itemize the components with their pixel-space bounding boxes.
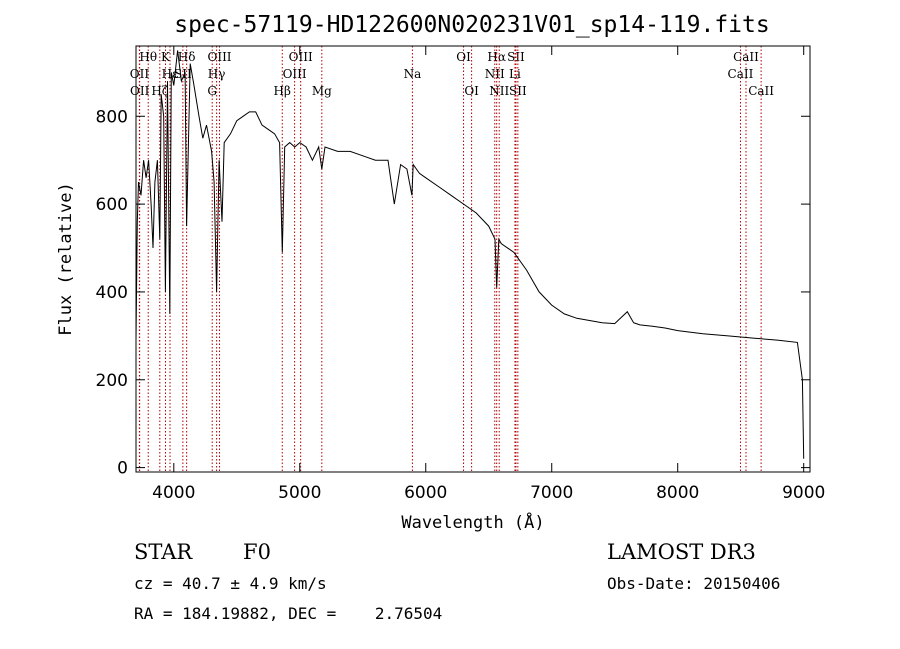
x-axis-label: Wavelength (Å) bbox=[401, 511, 544, 533]
line-label-13: Hβ bbox=[274, 84, 291, 98]
line-label-21: Li bbox=[509, 67, 521, 81]
object-class: STAR bbox=[134, 540, 193, 564]
y-tick-label-1: 200 bbox=[96, 371, 128, 391]
line-label-10: G bbox=[207, 84, 217, 98]
obs-date: Obs-Date: 20150406 bbox=[607, 574, 781, 593]
line-label-0: Hθ bbox=[139, 50, 157, 64]
redshift-value: cz = 40.7 ± 4.9 km/s bbox=[134, 574, 327, 593]
x-tick-label-2: 6000 bbox=[404, 483, 447, 503]
y-tick-label-2: 400 bbox=[96, 283, 128, 303]
x-tick-label-5: 9000 bbox=[782, 483, 825, 503]
axis-ticks: 4000 5000 6000 7000 8000 9000 0 200 400 600 800 bbox=[96, 46, 825, 503]
chart-title: spec-57119-HD122600N020231V01_sp14-119.f… bbox=[174, 12, 769, 38]
line-label-3: K bbox=[161, 50, 171, 64]
flux-series-line bbox=[135, 50, 805, 459]
x-tick-label-4: 8000 bbox=[656, 483, 699, 503]
line-label-22: NII bbox=[489, 84, 509, 98]
line-label-14: Mg bbox=[312, 84, 332, 98]
line-label-8: OIII bbox=[207, 50, 231, 64]
object-subclass: F0 bbox=[243, 540, 271, 564]
x-tick-label-0: 4000 bbox=[152, 483, 195, 503]
line-label-18: Hα bbox=[487, 50, 506, 64]
y-axis-label: Flux (relative) bbox=[56, 182, 76, 336]
y-tick-label-3: 600 bbox=[96, 195, 128, 215]
x-tick-label-1: 5000 bbox=[278, 483, 321, 503]
y-tick-label-0: 0 bbox=[117, 459, 128, 479]
line-label-25: CaII bbox=[728, 67, 754, 81]
series-layer bbox=[135, 50, 805, 459]
plot-frame bbox=[135, 45, 811, 473]
x-tick-label-3: 7000 bbox=[530, 483, 573, 503]
line-label-26: CaII bbox=[748, 84, 774, 98]
y-tick-label-4: 800 bbox=[96, 107, 128, 127]
survey-label: LAMOST DR3 bbox=[607, 540, 756, 564]
line-label-5: Hζ bbox=[151, 84, 168, 98]
line-label-15: Na bbox=[404, 67, 422, 81]
coordinates: RA = 184.19882, DEC = 2.76504 bbox=[134, 604, 443, 623]
line-label-23: SII bbox=[509, 84, 527, 98]
line-label-16: OI bbox=[456, 50, 471, 64]
line-label-9: Hγ bbox=[208, 67, 226, 81]
line-label-20: NII bbox=[485, 67, 505, 81]
line-label-6: Hδ bbox=[178, 50, 196, 64]
line-label-7: SII bbox=[174, 67, 192, 81]
line-label-12: OIII bbox=[283, 67, 307, 81]
line-label-11: OIII bbox=[289, 50, 313, 64]
line-label-17: OI bbox=[464, 84, 479, 98]
line-label-2: OII bbox=[130, 84, 150, 98]
line-label-24: CaII bbox=[733, 50, 759, 64]
line-label-19: SII bbox=[507, 50, 525, 64]
